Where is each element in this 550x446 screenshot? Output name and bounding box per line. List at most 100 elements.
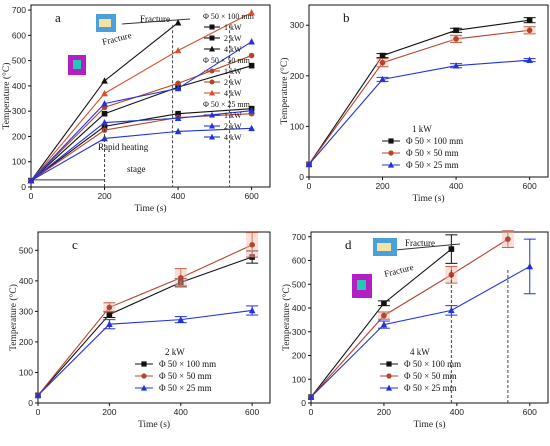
panel-letter: c bbox=[72, 237, 78, 252]
fracture-photo-detail bbox=[357, 280, 366, 290]
data-point bbox=[34, 391, 42, 399]
data-point bbox=[452, 62, 460, 69]
legend-entry: Φ 50 × 100 mm bbox=[406, 136, 463, 146]
plot-frame bbox=[308, 4, 549, 178]
legend-marker bbox=[209, 24, 215, 30]
legend-marker bbox=[141, 361, 147, 367]
heating-annotation: stage bbox=[127, 164, 146, 174]
y-tick-label: 700 bbox=[12, 5, 26, 15]
legend-marker bbox=[209, 122, 215, 129]
y-tick-label: 300 bbox=[292, 327, 306, 337]
x-tick-label: 200 bbox=[102, 407, 116, 417]
chart-panel-c: 0 200 400 600 0 100 200 300 400 500 Time (s) Temper… bbox=[8, 231, 271, 430]
legend-marker bbox=[209, 133, 215, 140]
series-line bbox=[37, 244, 253, 396]
legend-marker bbox=[386, 373, 392, 379]
data-point bbox=[174, 19, 182, 26]
data-point bbox=[248, 306, 256, 314]
series-line bbox=[30, 127, 252, 182]
y-tick-label: 0 bbox=[28, 398, 33, 408]
legend-entry: 2 kW bbox=[224, 78, 242, 87]
legend-marker bbox=[388, 138, 394, 144]
y-tick-label: 700 bbox=[292, 232, 306, 242]
x-tick-label: 600 bbox=[523, 407, 537, 417]
series-line bbox=[30, 41, 252, 182]
series-line bbox=[37, 256, 253, 396]
x-tick-label: 400 bbox=[171, 191, 185, 201]
data-point bbox=[174, 127, 182, 135]
data-point bbox=[526, 56, 533, 63]
data-point bbox=[453, 27, 459, 34]
x-axis-label: Time (s) bbox=[138, 419, 170, 430]
x-axis-label: Time (s) bbox=[413, 419, 445, 430]
y-tick-label: 0 bbox=[299, 172, 304, 182]
series-line bbox=[30, 55, 252, 182]
data-point bbox=[101, 110, 108, 117]
data-point bbox=[174, 84, 182, 92]
legend-entry: 2 kW bbox=[224, 122, 242, 131]
y-tick-label: 100 bbox=[292, 374, 306, 384]
data-point bbox=[307, 393, 315, 400]
x-tick-label: 200 bbox=[375, 181, 389, 191]
legend-marker bbox=[209, 35, 215, 41]
legend-entry: Φ 50 × 25 mm bbox=[159, 383, 212, 393]
data-point bbox=[248, 62, 255, 69]
y-tick-label: 100 bbox=[19, 367, 33, 377]
data-point bbox=[249, 242, 255, 248]
y-axis-label: Temperature (°C) bbox=[281, 284, 292, 351]
legend-marker bbox=[209, 45, 215, 52]
legend-marker bbox=[385, 384, 393, 391]
x-tick-label: 200 bbox=[97, 191, 111, 201]
heating-annotation: Rapid heating bbox=[98, 142, 149, 152]
legend-marker bbox=[140, 384, 148, 391]
data-point bbox=[175, 80, 181, 87]
x-tick-label: 200 bbox=[377, 407, 391, 417]
y-tick-label: 0 bbox=[301, 398, 306, 408]
data-point bbox=[379, 75, 386, 83]
legend-entry: Φ 50 × 50 mm bbox=[404, 371, 457, 381]
x-tick-label: 600 bbox=[245, 191, 259, 201]
data-point bbox=[101, 77, 108, 84]
data-point bbox=[101, 99, 108, 107]
series-1 bbox=[308, 230, 514, 400]
series-2 bbox=[34, 305, 259, 399]
x-tick-label: 600 bbox=[523, 181, 537, 191]
data-point bbox=[448, 306, 455, 314]
legend-entry: Φ 50 × 100 mm bbox=[159, 359, 216, 369]
legend-title: 4 kW bbox=[410, 347, 430, 357]
x-tick-label: 400 bbox=[450, 407, 464, 417]
data-point bbox=[448, 246, 455, 252]
data-point bbox=[248, 8, 255, 16]
legend-entry: Φ 50 × 50 mm bbox=[159, 371, 212, 381]
legend-marker bbox=[388, 150, 394, 156]
legend-group-title: Φ 50 × 50 mm bbox=[203, 56, 251, 65]
data-point bbox=[505, 236, 511, 242]
y-tick-label: 500 bbox=[292, 279, 306, 289]
data-point bbox=[106, 304, 113, 311]
x-tick-label: 0 bbox=[29, 191, 34, 201]
data-point bbox=[101, 89, 108, 97]
chart-panel-d: 0 200 400 600 0 100 200 300 400 500 600 700 Time (s)… bbox=[281, 230, 549, 430]
y-tick-label: 600 bbox=[12, 30, 26, 40]
series-2 bbox=[305, 56, 536, 168]
panel-letter: b bbox=[343, 10, 350, 25]
series-line bbox=[308, 59, 530, 165]
x-tick-label: 0 bbox=[36, 407, 41, 417]
y-tick-label: 100 bbox=[290, 121, 304, 131]
series-line bbox=[310, 265, 531, 398]
series-1 bbox=[35, 232, 259, 399]
data-point bbox=[248, 107, 255, 114]
fracture-photo-detail bbox=[99, 19, 111, 27]
legend-entry: 4 kW bbox=[224, 45, 242, 54]
y-tick-label: 400 bbox=[292, 303, 306, 313]
data-point bbox=[174, 114, 182, 122]
legend-group-title: Φ 50 × 25 mm bbox=[203, 100, 251, 109]
series-line bbox=[30, 113, 252, 182]
y-tick-label: 300 bbox=[290, 20, 304, 30]
fracture-photo-detail bbox=[73, 60, 81, 69]
x-axis-label: Time (s) bbox=[412, 193, 444, 204]
plot-frame bbox=[30, 4, 271, 188]
y-tick-label: 200 bbox=[19, 337, 33, 347]
y-tick-label: 500 bbox=[12, 56, 26, 66]
fracture-annotation: Fracture bbox=[101, 30, 133, 47]
